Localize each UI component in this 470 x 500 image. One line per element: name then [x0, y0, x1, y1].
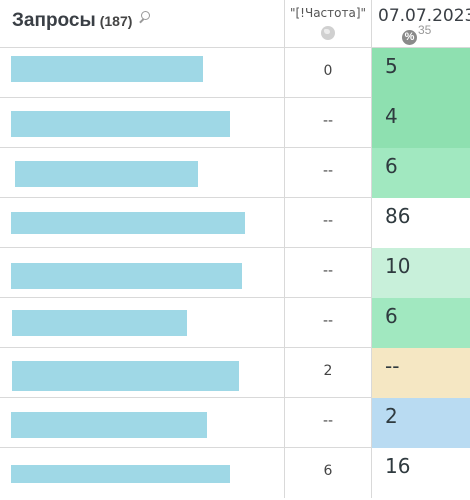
frequency-column-header[interactable]: "[!Частота]" [284, 0, 371, 48]
date-column-header[interactable]: 07.07.2023 % 35 [371, 0, 470, 48]
table-row: -- 6 [0, 148, 470, 198]
frequency-cell: 2 [284, 348, 371, 398]
query-cell[interactable] [0, 448, 284, 498]
frequency-cell: -- [284, 98, 371, 148]
table-row: 6 16 [0, 448, 470, 498]
query-cell[interactable] [0, 148, 284, 198]
redacted-query [15, 161, 198, 187]
position-cell: 5 [371, 48, 470, 98]
queries-title-text: Запросы [12, 10, 96, 31]
table-row: -- 4 [0, 98, 470, 148]
table-row: -- 10 [0, 248, 470, 298]
position-cell: 2 [371, 398, 470, 448]
redacted-query [12, 310, 187, 336]
query-cell[interactable] [0, 398, 284, 448]
redacted-query [11, 212, 245, 234]
query-cell[interactable] [0, 298, 284, 348]
position-cell: 16 [371, 448, 470, 498]
date-label: 07.07.2023 [378, 6, 470, 26]
redacted-query [12, 361, 239, 391]
query-cell[interactable] [0, 98, 284, 148]
redacted-query [11, 111, 230, 137]
position-cell: 6 [371, 298, 470, 348]
position-cell: 86 [371, 198, 470, 248]
frequency-label: "[!Частота]" [289, 6, 367, 20]
redacted-query [11, 412, 207, 438]
query-cell[interactable] [0, 198, 284, 248]
percent-icon: % [402, 30, 417, 45]
globe-icon [321, 26, 335, 40]
frequency-cell: -- [284, 398, 371, 448]
table-row: 2 -- [0, 348, 470, 398]
frequency-cell: -- [284, 198, 371, 248]
redacted-query [11, 465, 230, 483]
queries-count: (187) [99, 13, 133, 29]
table-row: 0 5 [0, 48, 470, 98]
frequency-cell: -- [284, 148, 371, 198]
table-header: Запросы (187) "[!Частота]" 07.07.2023 % 3… [0, 0, 470, 48]
frequency-cell: -- [284, 298, 371, 348]
position-cell: 10 [371, 248, 470, 298]
query-cell[interactable] [0, 348, 284, 398]
frequency-cell: 0 [284, 48, 371, 98]
redacted-query [11, 56, 203, 82]
position-cell: 6 [371, 148, 470, 198]
position-cell: -- [371, 348, 470, 398]
table-row: -- 2 [0, 398, 470, 448]
queries-title: Запросы (187) [12, 10, 152, 32]
position-cell: 4 [371, 98, 470, 148]
redacted-query [11, 263, 242, 289]
queries-column-header[interactable]: Запросы (187) [0, 0, 284, 48]
percent-value: 35 [418, 23, 432, 37]
query-cell[interactable] [0, 248, 284, 298]
table-row: -- 86 [0, 198, 470, 248]
search-icon[interactable] [138, 11, 152, 25]
frequency-cell: 6 [284, 448, 371, 498]
frequency-cell: -- [284, 248, 371, 298]
table-row: -- 6 [0, 298, 470, 348]
query-cell[interactable] [0, 48, 284, 98]
